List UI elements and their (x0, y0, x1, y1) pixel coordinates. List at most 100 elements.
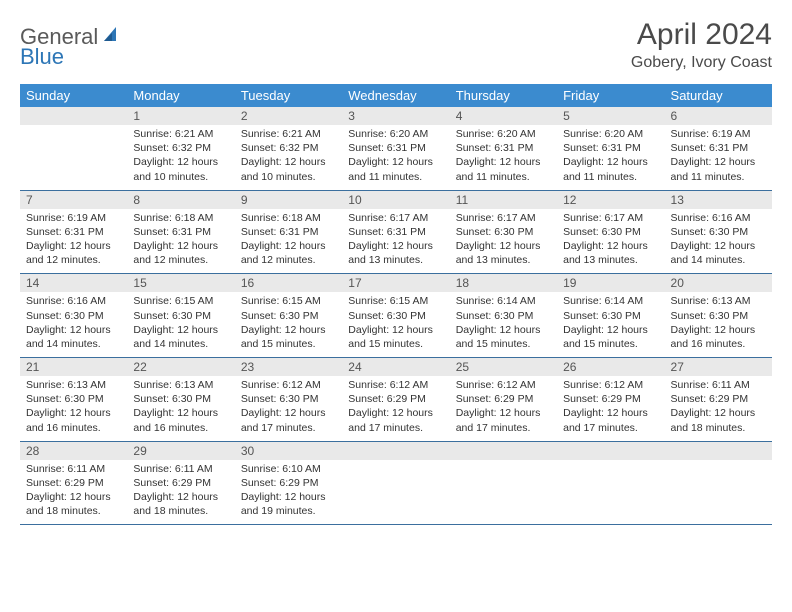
daylight-text: Daylight: 12 hours and 15 minutes. (563, 323, 658, 351)
day-number: 29 (127, 442, 234, 460)
sunrise-text: Sunrise: 6:19 AM (26, 211, 121, 225)
day-number: 25 (450, 358, 557, 376)
day-cell (450, 460, 557, 525)
sunrise-text: Sunrise: 6:20 AM (563, 127, 658, 141)
day-body: Sunrise: 6:17 AMSunset: 6:30 PMDaylight:… (557, 209, 664, 274)
day-number: 13 (665, 191, 772, 209)
month-title: April 2024 (631, 18, 772, 52)
dow-friday: Friday (557, 84, 664, 107)
day-number: 23 (235, 358, 342, 376)
sunrise-text: Sunrise: 6:17 AM (563, 211, 658, 225)
day-number: 27 (665, 358, 772, 376)
sunset-text: Sunset: 6:29 PM (133, 476, 228, 490)
day-body: Sunrise: 6:20 AMSunset: 6:31 PMDaylight:… (450, 125, 557, 190)
sunrise-text: Sunrise: 6:21 AM (241, 127, 336, 141)
sunset-text: Sunset: 6:30 PM (671, 225, 766, 239)
day-cell: Sunrise: 6:17 AMSunset: 6:31 PMDaylight:… (342, 209, 449, 274)
day-cell (342, 460, 449, 525)
day-cell: Sunrise: 6:17 AMSunset: 6:30 PMDaylight:… (557, 209, 664, 274)
sunset-text: Sunset: 6:31 PM (563, 141, 658, 155)
daylight-text: Daylight: 12 hours and 10 minutes. (133, 155, 228, 183)
sunrise-text: Sunrise: 6:11 AM (133, 462, 228, 476)
sunrise-text: Sunrise: 6:13 AM (671, 294, 766, 308)
day-cell: Sunrise: 6:10 AMSunset: 6:29 PMDaylight:… (235, 460, 342, 525)
day-number-cell: 22 (127, 358, 234, 377)
day-cell: Sunrise: 6:12 AMSunset: 6:30 PMDaylight:… (235, 376, 342, 441)
sunrise-text: Sunrise: 6:19 AM (671, 127, 766, 141)
day-cell: Sunrise: 6:13 AMSunset: 6:30 PMDaylight:… (127, 376, 234, 441)
sunrise-text: Sunrise: 6:20 AM (456, 127, 551, 141)
day-body (450, 460, 557, 518)
day-cell: Sunrise: 6:19 AMSunset: 6:31 PMDaylight:… (20, 209, 127, 274)
title-block: April 2024 Gobery, Ivory Coast (631, 18, 772, 72)
day-number: 6 (665, 107, 772, 125)
sunset-text: Sunset: 6:29 PM (348, 392, 443, 406)
day-body (20, 125, 127, 183)
day-body: Sunrise: 6:12 AMSunset: 6:29 PMDaylight:… (342, 376, 449, 441)
day-number-cell: 8 (127, 190, 234, 209)
day-number-cell (342, 441, 449, 460)
day-cell: Sunrise: 6:12 AMSunset: 6:29 PMDaylight:… (450, 376, 557, 441)
daylight-text: Daylight: 12 hours and 15 minutes. (348, 323, 443, 351)
day-cell: Sunrise: 6:12 AMSunset: 6:29 PMDaylight:… (342, 376, 449, 441)
sunset-text: Sunset: 6:30 PM (133, 309, 228, 323)
day-number: 4 (450, 107, 557, 125)
day-body (557, 460, 664, 518)
day-number: 8 (127, 191, 234, 209)
sunrise-text: Sunrise: 6:17 AM (456, 211, 551, 225)
day-number: 9 (235, 191, 342, 209)
day-number-cell: 18 (450, 274, 557, 293)
sunset-text: Sunset: 6:32 PM (241, 141, 336, 155)
day-cell: Sunrise: 6:18 AMSunset: 6:31 PMDaylight:… (235, 209, 342, 274)
day-number: 11 (450, 191, 557, 209)
day-number: 15 (127, 274, 234, 292)
sunrise-text: Sunrise: 6:15 AM (241, 294, 336, 308)
day-number: 28 (20, 442, 127, 460)
daylight-text: Daylight: 12 hours and 19 minutes. (241, 490, 336, 518)
day-body: Sunrise: 6:15 AMSunset: 6:30 PMDaylight:… (235, 292, 342, 357)
day-cell: Sunrise: 6:11 AMSunset: 6:29 PMDaylight:… (20, 460, 127, 525)
day-number-cell: 23 (235, 358, 342, 377)
dow-saturday: Saturday (665, 84, 772, 107)
sunrise-text: Sunrise: 6:18 AM (241, 211, 336, 225)
sunset-text: Sunset: 6:29 PM (26, 476, 121, 490)
day-cell: Sunrise: 6:12 AMSunset: 6:29 PMDaylight:… (557, 376, 664, 441)
day-cell: Sunrise: 6:16 AMSunset: 6:30 PMDaylight:… (20, 292, 127, 357)
sunset-text: Sunset: 6:30 PM (241, 309, 336, 323)
day-body: Sunrise: 6:21 AMSunset: 6:32 PMDaylight:… (127, 125, 234, 190)
sunset-text: Sunset: 6:30 PM (26, 392, 121, 406)
day-number-cell: 12 (557, 190, 664, 209)
daylight-text: Daylight: 12 hours and 18 minutes. (671, 406, 766, 434)
day-number-cell: 2 (235, 107, 342, 125)
sunrise-text: Sunrise: 6:18 AM (133, 211, 228, 225)
sunset-text: Sunset: 6:29 PM (241, 476, 336, 490)
sunrise-text: Sunrise: 6:12 AM (348, 378, 443, 392)
day-body: Sunrise: 6:13 AMSunset: 6:30 PMDaylight:… (20, 376, 127, 441)
daylight-text: Daylight: 12 hours and 12 minutes. (133, 239, 228, 267)
day-number (20, 114, 127, 118)
day-number: 24 (342, 358, 449, 376)
daylight-text: Daylight: 12 hours and 18 minutes. (133, 490, 228, 518)
sunrise-text: Sunrise: 6:10 AM (241, 462, 336, 476)
day-body: Sunrise: 6:11 AMSunset: 6:29 PMDaylight:… (20, 460, 127, 525)
day-cell: Sunrise: 6:11 AMSunset: 6:29 PMDaylight:… (127, 460, 234, 525)
daylight-text: Daylight: 12 hours and 17 minutes. (563, 406, 658, 434)
day-number-cell: 16 (235, 274, 342, 293)
day-cell: Sunrise: 6:19 AMSunset: 6:31 PMDaylight:… (665, 125, 772, 190)
day-number: 5 (557, 107, 664, 125)
day-cell: Sunrise: 6:15 AMSunset: 6:30 PMDaylight:… (235, 292, 342, 357)
day-cell: Sunrise: 6:20 AMSunset: 6:31 PMDaylight:… (557, 125, 664, 190)
day-number-cell: 4 (450, 107, 557, 125)
sunset-text: Sunset: 6:30 PM (671, 309, 766, 323)
calendar-table: Sunday Monday Tuesday Wednesday Thursday… (20, 84, 772, 525)
day-cell: Sunrise: 6:13 AMSunset: 6:30 PMDaylight:… (665, 292, 772, 357)
day-body: Sunrise: 6:19 AMSunset: 6:31 PMDaylight:… (20, 209, 127, 274)
logo-text-blue: Blue (20, 44, 64, 69)
sunrise-text: Sunrise: 6:17 AM (348, 211, 443, 225)
daylight-text: Daylight: 12 hours and 13 minutes. (563, 239, 658, 267)
daylight-text: Daylight: 12 hours and 18 minutes. (26, 490, 121, 518)
day-number: 1 (127, 107, 234, 125)
day-cell: Sunrise: 6:21 AMSunset: 6:32 PMDaylight:… (127, 125, 234, 190)
day-number: 14 (20, 274, 127, 292)
sunset-text: Sunset: 6:31 PM (671, 141, 766, 155)
